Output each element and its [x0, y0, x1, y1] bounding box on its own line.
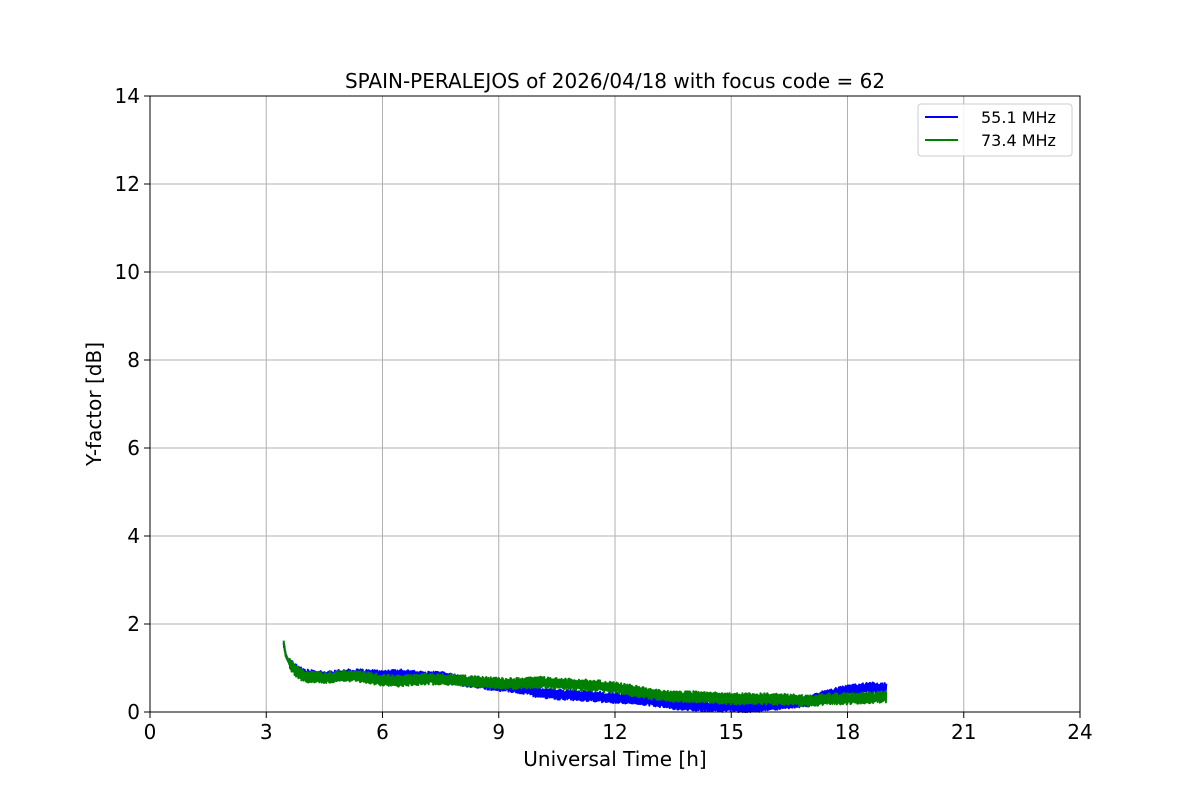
x-tick-label: 24: [1067, 720, 1092, 744]
x-tick-label: 6: [376, 720, 389, 744]
y-tick-label: 0: [127, 700, 140, 724]
y-tick-label: 4: [127, 524, 140, 548]
x-axis-label: Universal Time [h]: [523, 747, 706, 771]
chart-title: SPAIN-PERALEJOS of 2026/04/18 with focus…: [345, 69, 885, 93]
legend-label: 55.1 MHz: [981, 108, 1056, 127]
y-tick-label: 8: [127, 348, 140, 372]
legend-label: 73.4 MHz: [981, 131, 1056, 150]
y-tick-label: 6: [127, 436, 140, 460]
x-tick-label: 3: [260, 720, 273, 744]
y-tick-label: 12: [115, 172, 140, 196]
legend: 55.1 MHz 73.4 MHz: [917, 103, 1073, 157]
x-tick-label: 12: [602, 720, 627, 744]
y-tick-label: 14: [115, 84, 140, 108]
x-tick-label: 15: [719, 720, 744, 744]
y-axis-label: Y-factor [dB]: [82, 342, 106, 467]
x-tick-label: 21: [951, 720, 976, 744]
series-line: [282, 640, 888, 708]
grid: [149, 95, 1081, 713]
series-layer: [282, 640, 888, 713]
x-tick-label: 0: [144, 720, 157, 744]
x-tick-label: 9: [492, 720, 505, 744]
y-tick-label: 10: [115, 260, 140, 284]
x-tick-label: 18: [835, 720, 860, 744]
series-1: [282, 640, 888, 708]
y-tick-label: 2: [127, 612, 140, 636]
